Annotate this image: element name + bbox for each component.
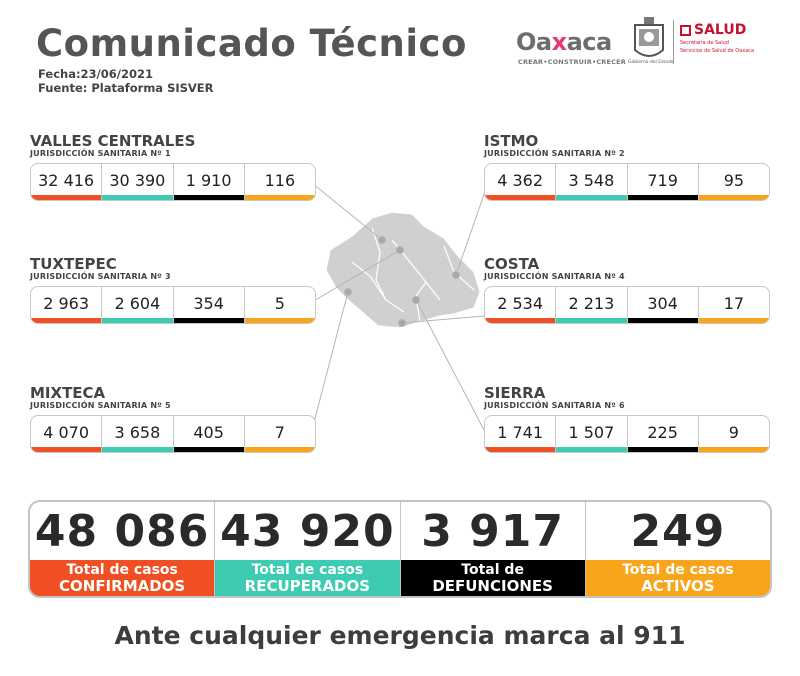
deaths-count: 225	[627, 416, 699, 452]
confirmed-count: 4 362	[485, 164, 557, 200]
recovered-count: 2 213	[556, 287, 628, 323]
active-count: 5	[244, 287, 315, 323]
deaths-count: 719	[627, 164, 699, 200]
region-tuxtepec: TUXTEPEC JURISDICCIÓN SANITARIA Nº 3 2 9…	[30, 256, 318, 324]
region-mixteca: MIXTECA JURISDICCIÓN SANITARIA Nº 5 4 07…	[30, 385, 318, 453]
region-name: SIERRA	[484, 384, 546, 402]
total-recovered: 43 920 Total de casos RECUPERADOS	[215, 502, 401, 596]
region-jurisdiction: JURISDICCIÓN SANITARIA Nº 2	[484, 149, 625, 158]
region-jurisdiction: JURISDICCIÓN SANITARIA Nº 1	[30, 149, 171, 158]
report-date: Fecha:23/06/2021	[38, 67, 153, 81]
region-name: TUXTEPEC	[30, 255, 117, 273]
deaths-count: 354	[173, 287, 245, 323]
totals-panel: 48 086 Total de casos CONFIRMADOS 43 920 …	[28, 500, 772, 598]
page-title: Comunicado Técnico	[36, 22, 467, 65]
recovered-count: 3 658	[102, 416, 174, 452]
total-value: 3 917	[421, 505, 565, 557]
region-jurisdiction: JURISDICCIÓN SANITARIA Nº 4	[484, 272, 625, 281]
total-deaths: 3 917 Total de DEFUNCIONES	[400, 502, 586, 596]
recovered-count: 30 390	[102, 164, 174, 200]
region-jurisdiction: JURISDICCIÓN SANITARIA Nº 3	[30, 272, 171, 281]
emergency-footer: Ante cualquier emergencia marca al 911	[114, 621, 686, 650]
active-count: 95	[698, 164, 769, 200]
deaths-count: 405	[173, 416, 245, 452]
region-jurisdiction: JURISDICCIÓN SANITARIA Nº 5	[30, 401, 171, 410]
logo-divider	[673, 20, 674, 64]
oaxaca-tagline: CREAR•CONSTRUIR•CRECER	[518, 58, 626, 66]
cross-icon	[680, 24, 691, 36]
total-active: 249 Total de casos ACTIVOS	[585, 502, 770, 596]
active-count: 116	[244, 164, 315, 200]
seal-caption: Gobierno del Estado	[628, 60, 674, 65]
state-shape	[325, 211, 481, 329]
confirmed-count: 32 416	[31, 164, 103, 200]
total-value: 43 920	[220, 505, 395, 557]
region-jurisdiction: JURISDICCIÓN SANITARIA Nº 6	[484, 401, 625, 410]
total-value: 48 086	[34, 505, 210, 557]
region-stats: 1 741 1 507 225 9	[484, 415, 770, 453]
region-stats: 4 362 3 548 719 95	[484, 163, 770, 201]
total-confirmed: 48 086 Total de casos CONFIRMADOS	[30, 502, 216, 596]
region-stats: 2 963 2 604 354 5	[30, 286, 316, 324]
region-costa: COSTA JURISDICCIÓN SANITARIA Nº 4 2 534 …	[484, 256, 772, 324]
region-name: VALLES CENTRALES	[30, 132, 196, 150]
region-name: COSTA	[484, 255, 540, 273]
region-istmo: ISTMO JURISDICCIÓN SANITARIA Nº 2 4 362 …	[484, 133, 772, 201]
recovered-count: 2 604	[102, 287, 174, 323]
deaths-count: 1 910	[173, 164, 245, 200]
salud-logo: SALUD Secretaría de Salud Servicios de S…	[680, 22, 755, 54]
region-valles-centrales: VALLES CENTRALES JURISDICCIÓN SANITARIA …	[30, 133, 318, 201]
region-name: MIXTECA	[30, 384, 106, 402]
region-stats: 2 534 2 213 304 17	[484, 286, 770, 324]
confirmed-count: 1 741	[485, 416, 557, 452]
state-seal-icon	[634, 17, 664, 57]
deaths-count: 304	[627, 287, 699, 323]
active-count: 17	[698, 287, 769, 323]
confirmed-count: 4 070	[31, 416, 103, 452]
recovered-count: 1 507	[556, 416, 628, 452]
region-stats: 32 416 30 390 1 910 116	[30, 163, 316, 201]
total-label: Total de DEFUNCIONES	[400, 560, 585, 596]
region-sierra: SIERRA JURISDICCIÓN SANITARIA Nº 6 1 741…	[484, 385, 772, 453]
recovered-count: 3 548	[556, 164, 628, 200]
total-value: 249	[630, 505, 726, 557]
active-count: 9	[698, 416, 769, 452]
confirmed-count: 2 963	[31, 287, 103, 323]
region-stats: 4 070 3 658 405 7	[30, 415, 316, 453]
active-count: 7	[244, 416, 315, 452]
region-name: ISTMO	[484, 132, 539, 150]
total-label: Total de casos RECUPERADOS	[215, 560, 400, 596]
total-label: Total de casos ACTIVOS	[585, 560, 770, 596]
confirmed-count: 2 534	[485, 287, 557, 323]
total-label: Total de casos CONFIRMADOS	[30, 560, 215, 596]
oaxaca-logo: Oaxaca CREAR•CONSTRUIR•CRECER	[516, 28, 626, 66]
data-source: Fuente: Plataforma SISVER	[38, 81, 214, 95]
